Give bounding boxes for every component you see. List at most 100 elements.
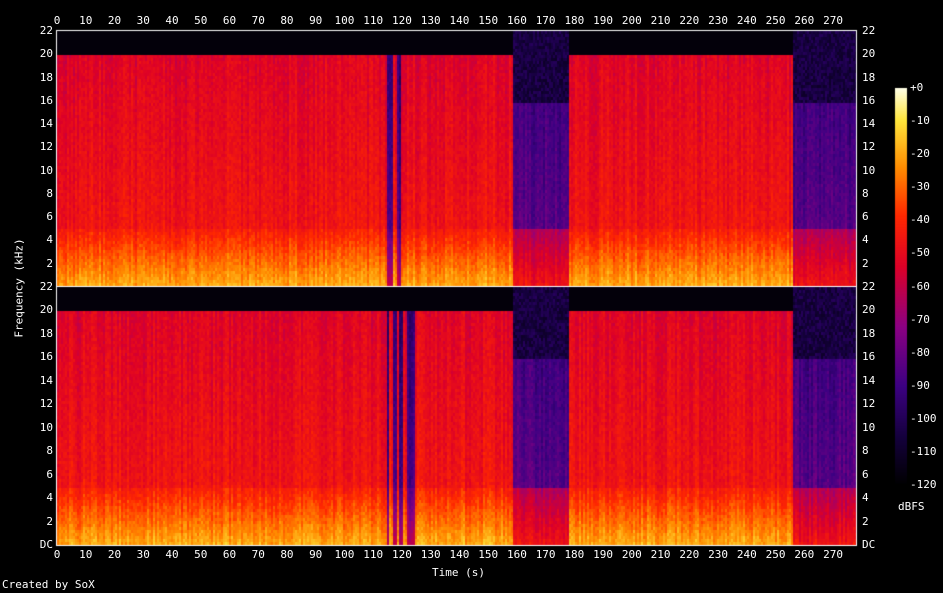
- x-tick-label-top: 130: [420, 14, 441, 27]
- y-tick-label-right: 8: [862, 186, 869, 200]
- y-tick-label-left: 6: [46, 467, 54, 481]
- colorbar-tick-label: -80: [910, 345, 930, 359]
- x-tick-label-bottom: 190: [593, 548, 614, 561]
- x-tick-label-top: 190: [593, 14, 614, 27]
- x-tick-label-bottom: 150: [478, 548, 499, 561]
- y-tick-label-left: 12: [39, 397, 54, 411]
- colorbar-tick-label: -60: [910, 279, 930, 293]
- y-tick-label-right: 20: [862, 303, 876, 317]
- y-tick-label-right: 22: [862, 24, 876, 37]
- y-tick-label-left: 18: [39, 70, 54, 84]
- y-tick-label-left: 6: [46, 210, 54, 224]
- colorbar-tick-label: -10: [910, 114, 930, 128]
- y-tick-label-left: 22: [39, 24, 54, 37]
- y-tick-label-right: 16: [862, 350, 876, 364]
- x-tick-label-bottom: 140: [449, 548, 470, 561]
- y-tick-label-left: 2: [46, 256, 54, 270]
- x-tick-label-bottom: 120: [391, 548, 412, 561]
- x-tick-label-bottom: 270: [823, 548, 843, 561]
- x-tick-label-top: 90: [309, 14, 323, 27]
- y-tick-label-right: 22: [862, 280, 876, 293]
- x-tick-label-bottom: 50: [194, 548, 208, 561]
- y-tick-label-right: 12: [862, 397, 876, 411]
- y-tick-label-right: 4: [862, 491, 869, 505]
- y-tick-label-right: 10: [862, 163, 876, 177]
- y-tick-label-right: 20: [862, 47, 876, 61]
- x-tick-label-bottom: 70: [251, 548, 265, 561]
- x-tick-label-bottom: 40: [165, 548, 179, 561]
- x-tick-label-top: 10: [79, 14, 93, 27]
- y-tick-label-right: 16: [862, 93, 876, 107]
- x-tick-label-bottom: 250: [765, 548, 786, 561]
- y-tick-label-left: 20: [39, 47, 54, 61]
- y-tick-label-right: 12: [862, 140, 876, 154]
- y-tick-label-left: 8: [46, 444, 54, 458]
- x-tick-label-bottom: 220: [679, 548, 700, 561]
- x-tick-label-top: 250: [765, 14, 786, 27]
- x-tick-label-top: 160: [506, 14, 527, 27]
- y-tick-label-right: 2: [862, 256, 869, 270]
- x-tick-label-top: 140: [449, 14, 470, 27]
- x-tick-label-top: 170: [535, 14, 556, 27]
- x-tick-label-top: 230: [708, 14, 729, 27]
- y-tick-label-right: 14: [862, 373, 876, 387]
- x-tick-label-bottom: 160: [506, 548, 527, 561]
- y-tick-label-left: 4: [46, 491, 54, 505]
- y-tick-label-left: 8: [46, 186, 54, 200]
- y-tick-label-right: 4: [862, 233, 869, 247]
- x-tick-label-top: 0: [53, 14, 61, 27]
- y-tick-label-right: 6: [862, 467, 869, 481]
- y-tick-label-right: 6: [862, 210, 869, 224]
- y-tick-label-right: 14: [862, 117, 876, 131]
- credit-text: Created by SoX: [2, 578, 95, 591]
- x-tick-label-top: 150: [478, 14, 499, 27]
- y-axis-label: Frequency (kHz): [12, 238, 26, 338]
- x-tick-label-top: 200: [621, 14, 642, 27]
- y-tick-label-left: 16: [39, 93, 54, 107]
- y-tick-label-left: 10: [39, 420, 54, 434]
- x-tick-label-top: 210: [650, 14, 671, 27]
- y-tick-label-right: 18: [862, 70, 876, 84]
- x-tick-label-top: 70: [251, 14, 265, 27]
- x-tick-label-top: 220: [679, 14, 700, 27]
- x-tick-label-bottom: 10: [79, 548, 93, 561]
- colorbar-tick-label: -120: [910, 478, 937, 491]
- colorbar-tick-label: -40: [910, 213, 930, 227]
- x-tick-label-bottom: 200: [621, 548, 642, 561]
- colorbar-tick-label: -50: [910, 246, 930, 260]
- y-tick-label-left: 16: [39, 350, 54, 364]
- colorbar-unit-label: dBFS: [898, 500, 925, 513]
- x-tick-label-top: 120: [391, 14, 412, 27]
- y-tick-label-right: 8: [862, 444, 869, 458]
- colorbar-tick-label: -110: [910, 444, 937, 458]
- x-tick-label-bottom: 20: [107, 548, 122, 561]
- x-tick-label-top: 80: [280, 14, 294, 27]
- colorbar-tick-label: -70: [910, 312, 930, 326]
- x-tick-label-bottom: 30: [136, 548, 150, 561]
- x-tick-label-bottom: 180: [564, 548, 585, 561]
- x-tick-label-top: 20: [107, 14, 122, 27]
- colorbar-tick-label: -30: [910, 180, 930, 194]
- x-tick-label-bottom: 100: [334, 548, 355, 561]
- x-tick-label-bottom: 90: [309, 548, 323, 561]
- y-tick-label-right: 18: [862, 326, 876, 340]
- colorbar-tick-label: -90: [910, 378, 930, 392]
- y-tick-label-right: 10: [862, 420, 876, 434]
- x-tick-label-bottom: 260: [794, 548, 815, 561]
- y-tick-label-left: 22: [39, 280, 54, 293]
- x-tick-label-top: 40: [165, 14, 179, 27]
- x-tick-label-top: 260: [794, 14, 815, 27]
- x-tick-label-bottom: 80: [280, 548, 294, 561]
- x-tick-label-bottom: 110: [363, 548, 384, 561]
- y-tick-label-left: 12: [39, 140, 54, 154]
- x-tick-label-top: 60: [222, 14, 237, 27]
- x-tick-label-top: 270: [823, 14, 843, 27]
- x-tick-label-top: 180: [564, 14, 585, 27]
- y-tick-label-left: 4: [46, 233, 54, 247]
- y-tick-label-left: 14: [39, 117, 54, 131]
- x-tick-label-bottom: 130: [420, 548, 441, 561]
- x-tick-label-top: 30: [136, 14, 150, 27]
- colorbar-tick-label: -100: [910, 411, 937, 425]
- x-tick-label-top: 50: [194, 14, 208, 27]
